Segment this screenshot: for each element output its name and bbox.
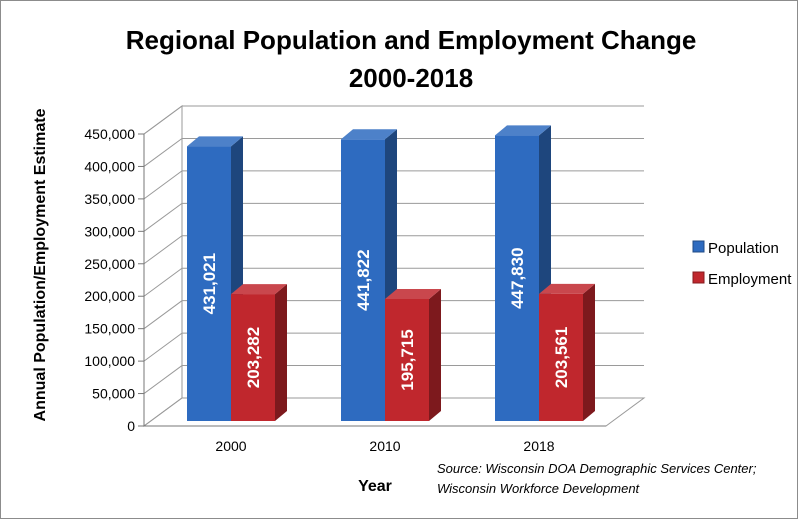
gridline [143, 105, 644, 135]
y-tick-label: 100,000 [84, 353, 135, 369]
chart-title-line-1: Regional Population and Employment Chang… [126, 25, 697, 55]
source-note-line-1: Source: Wisconsin DOA Demographic Servic… [437, 461, 757, 476]
data-label: 203,282 [244, 327, 263, 388]
y-tick-labels: 0 50,000 100,000 150,000 200,000 250,000 300,0… [84, 126, 135, 434]
bar-top [187, 136, 243, 147]
bar-side [429, 289, 441, 421]
bar-front [385, 299, 429, 421]
y-tick-label: 300,000 [84, 223, 135, 239]
legend-swatch-population [692, 240, 705, 253]
chart-title-line-2: 2000-2018 [349, 63, 473, 93]
side-wall [143, 105, 183, 427]
bar-top [539, 283, 595, 294]
bar-front [495, 135, 539, 422]
bar-side [583, 283, 595, 421]
bar-side [275, 284, 287, 421]
data-label: 195,715 [398, 329, 417, 390]
x-tick-label: 2010 [369, 438, 400, 454]
gridline [143, 397, 644, 427]
y-tick-label: 250,000 [84, 256, 135, 272]
legend: Population Employment [692, 240, 792, 288]
data-label: 431,021 [200, 253, 219, 314]
x-axis-title: Year [358, 478, 392, 495]
bars: 431,021 203,282 441,822 195,715 447,830 203,5… [187, 125, 595, 422]
bar-front [187, 146, 231, 422]
gridline [143, 170, 644, 200]
y-axis-title: Annual Population/Employment Estimate [32, 108, 49, 421]
data-label: 441,822 [354, 249, 373, 310]
y-tick-label: 200,000 [84, 288, 135, 304]
gridline [143, 267, 644, 297]
x-tick-label: 2018 [523, 438, 554, 454]
y-tick-label: 450,000 [84, 126, 135, 142]
y-tick-label: 350,000 [84, 191, 135, 207]
y-tick-label: 0 [127, 418, 135, 434]
gridline [143, 235, 644, 265]
legend-label-employment: Employment [708, 271, 792, 288]
y-tick-label: 50,000 [92, 386, 135, 402]
bar-employment-2010: 195,715 [385, 289, 441, 421]
x-tick-label: 2000 [215, 438, 246, 454]
bar-front [231, 294, 275, 421]
gridline [143, 137, 644, 167]
bar-top [495, 125, 551, 136]
gridline [143, 202, 644, 232]
source-note-line-2: Wisconsin Workforce Development [437, 481, 641, 496]
data-label: 203,561 [552, 327, 571, 388]
bar-front [341, 139, 385, 421]
bar-front [539, 293, 583, 421]
x-tick-labels: 2000 2010 2018 [215, 438, 554, 454]
y-tick-label: 400,000 [84, 158, 135, 174]
gridline [143, 365, 644, 394]
gridline [143, 332, 644, 362]
data-label: 447,830 [508, 247, 527, 308]
bar-employment-2018: 203,561 [539, 283, 595, 421]
gridline [143, 300, 644, 330]
legend-swatch-employment [692, 271, 705, 284]
bar-top [341, 129, 397, 140]
bar-employment-2000: 203,282 [231, 284, 287, 421]
gridlines [138, 105, 644, 427]
legend-label-population: Population [708, 240, 779, 257]
bar-top [231, 284, 287, 295]
y-tick-label: 150,000 [84, 321, 135, 337]
bar-top [385, 289, 441, 300]
